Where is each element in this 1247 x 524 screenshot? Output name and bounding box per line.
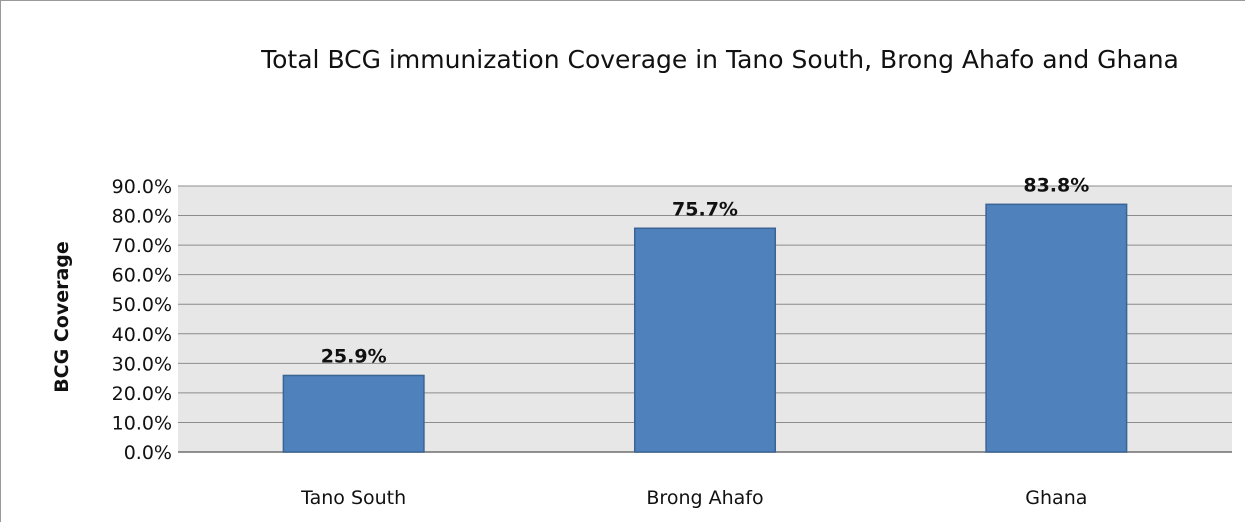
- y-tick-label: 40.0%: [112, 324, 172, 346]
- x-axis-categories: Tano South Brong Ahafo Ghana: [300, 487, 1087, 509]
- bars: [282, 203, 1128, 453]
- data-labels: 25.9% 75.7% 83.8%: [321, 174, 1090, 367]
- bar-value-label: 25.9%: [321, 345, 387, 367]
- bar: [633, 227, 777, 453]
- y-axis-title: BCG Coverage: [51, 241, 73, 393]
- y-tick-label: 80.0%: [112, 206, 172, 228]
- y-tick-label: 50.0%: [112, 294, 172, 316]
- y-tick-label: 30.0%: [112, 353, 172, 375]
- y-tick-label: 10.0%: [112, 412, 172, 434]
- bar: [985, 203, 1128, 453]
- x-category-label: Brong Ahafo: [646, 487, 763, 509]
- bar: [282, 374, 425, 453]
- y-tick-label: 0.0%: [124, 442, 172, 464]
- y-tick-label: 20.0%: [112, 383, 172, 405]
- bar-value-label: 83.8%: [1023, 174, 1089, 196]
- y-tick-label: 60.0%: [112, 265, 172, 287]
- y-tick-label: 70.0%: [112, 235, 172, 257]
- y-axis-ticks: 0.0% 10.0% 20.0% 30.0% 40.0% 50.0% 60.0% 70.0% 8…: [112, 176, 172, 464]
- y-tick-label: 90.0%: [112, 176, 172, 198]
- chart-title: Total BCG immunization Coverage in Tano …: [260, 45, 1179, 74]
- bar-value-label: 75.7%: [672, 198, 738, 220]
- x-category-label: Tano South: [300, 487, 406, 509]
- x-category-label: Ghana: [1025, 487, 1087, 509]
